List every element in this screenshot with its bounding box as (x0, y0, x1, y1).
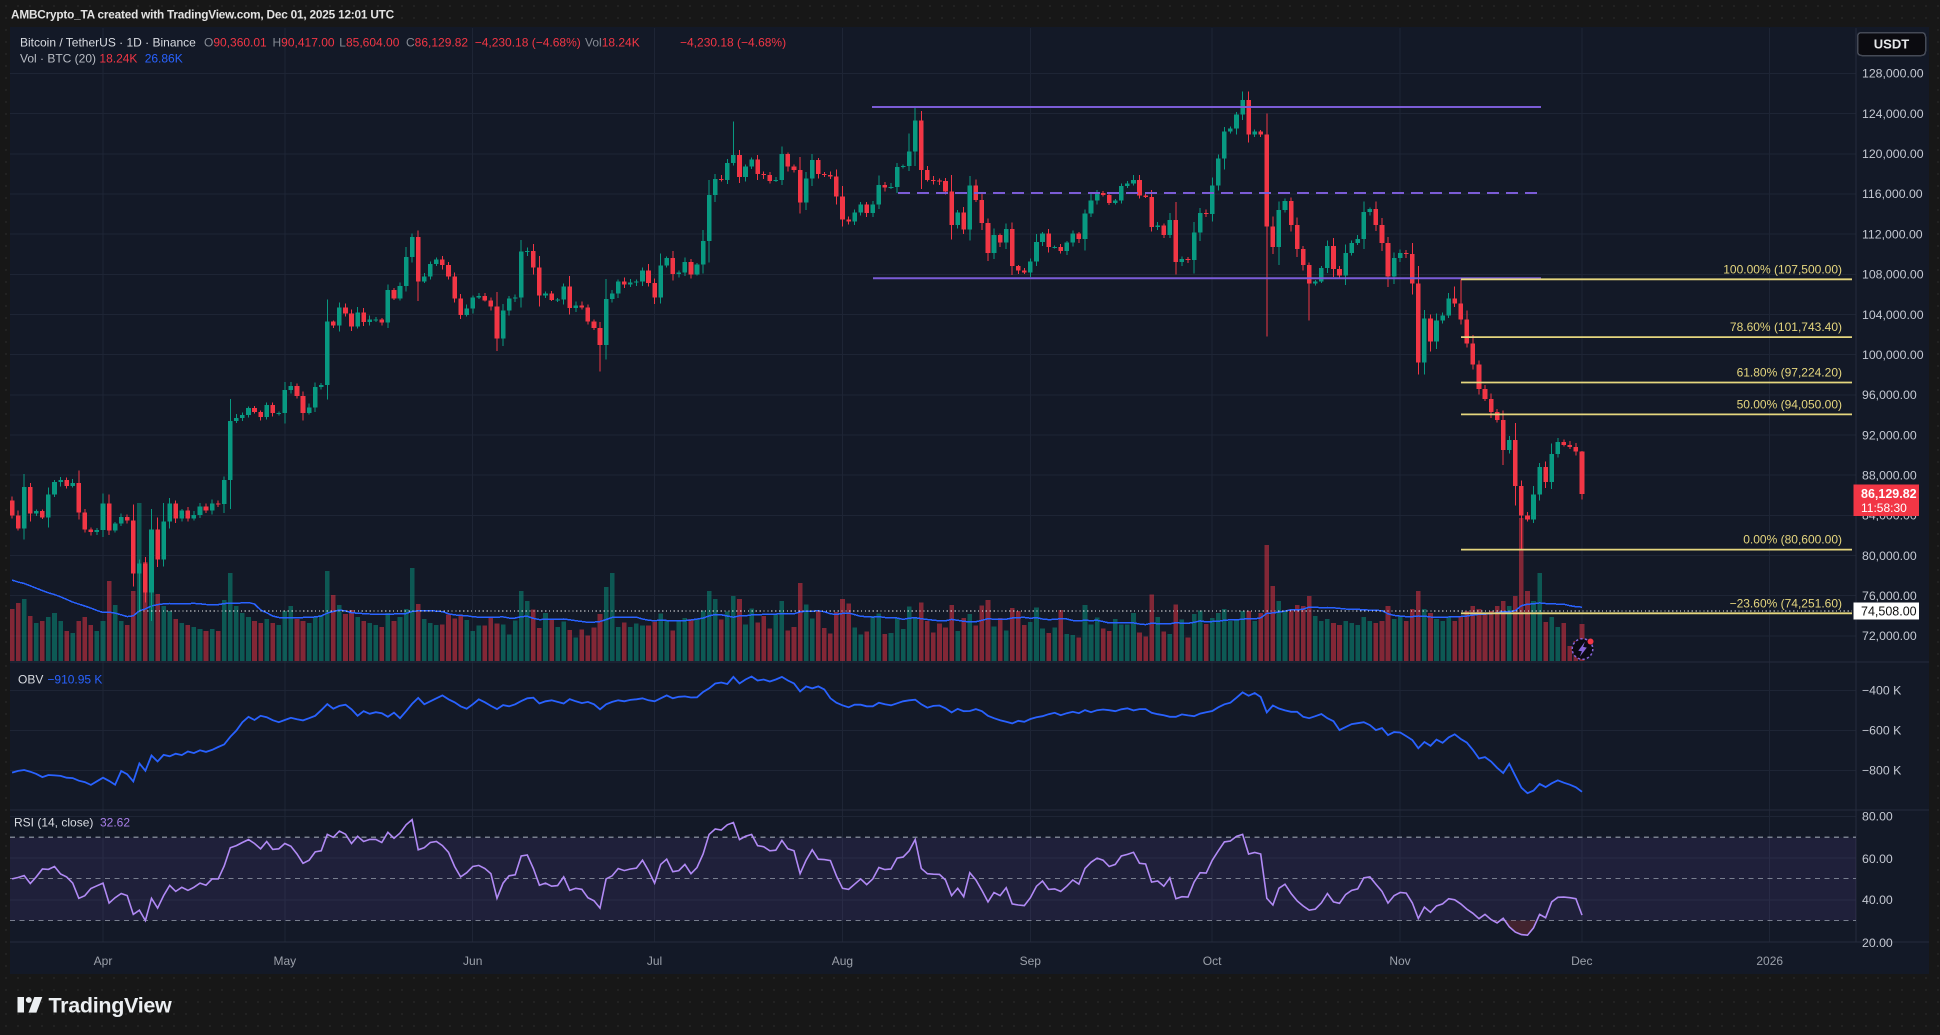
svg-text:Vol18.24K: Vol18.24K (585, 35, 640, 49)
svg-text:116,000.00: 116,000.00 (1862, 187, 1923, 201)
svg-text:−23.60% (74,251.60): −23.60% (74,251.60) (1730, 596, 1842, 610)
svg-text:120,000.00: 120,000.00 (1862, 147, 1924, 161)
svg-text:Dec: Dec (1571, 954, 1592, 968)
svg-text:Jul: Jul (647, 954, 662, 968)
svg-text:O90,360.01: O90,360.01 (204, 35, 267, 49)
svg-text:104,000.00: 104,000.00 (1862, 308, 1924, 322)
svg-text:88,000.00: 88,000.00 (1862, 469, 1917, 483)
svg-text:0.00% (80,600.00): 0.00% (80,600.00) (1743, 533, 1842, 547)
svg-text:−600 K: −600 K (1862, 724, 1902, 738)
svg-text:96,000.00: 96,000.00 (1862, 388, 1917, 402)
svg-text:50.00% (94,050.00): 50.00% (94,050.00) (1737, 397, 1842, 411)
svg-text:Sep: Sep (1020, 954, 1042, 968)
svg-text:L85,604.00: L85,604.00 (339, 35, 399, 49)
svg-text:−4,230.18 (−4.68%): −4,230.18 (−4.68%) (680, 35, 786, 49)
svg-text:USDT: USDT (1874, 37, 1909, 52)
svg-text:Vol · BTC (20): Vol · BTC (20) (20, 52, 96, 66)
svg-text:OBV: OBV (18, 672, 43, 686)
svg-text:Apr: Apr (94, 954, 113, 968)
svg-text:124,000.00: 124,000.00 (1862, 107, 1924, 121)
svg-text:−4,230.18 (−4.68%): −4,230.18 (−4.68%) (475, 35, 581, 49)
svg-text:92,000.00: 92,000.00 (1862, 428, 1917, 442)
svg-text:H90,417.00: H90,417.00 (273, 35, 335, 49)
svg-text:May: May (273, 954, 296, 968)
svg-text:RSI (14, close): RSI (14, close) (14, 816, 93, 830)
svg-text:72,000.00: 72,000.00 (1862, 629, 1917, 643)
svg-text:80,000.00: 80,000.00 (1862, 549, 1917, 563)
svg-text:C86,129.82: C86,129.82 (406, 35, 468, 49)
svg-text:40.00: 40.00 (1862, 893, 1893, 907)
svg-text:100.00% (107,500.00): 100.00% (107,500.00) (1723, 262, 1842, 276)
svg-text:128,000.00: 128,000.00 (1862, 67, 1924, 81)
svg-text:20.00: 20.00 (1862, 936, 1893, 950)
svg-text:100,000.00: 100,000.00 (1862, 348, 1924, 362)
svg-text:−910.95 K: −910.95 K (47, 672, 102, 686)
svg-text:−800 K: −800 K (1862, 764, 1902, 778)
svg-text:Aug: Aug (832, 954, 853, 968)
svg-text:−400 K: −400 K (1862, 684, 1902, 698)
svg-text:86,129.82: 86,129.82 (1861, 487, 1917, 501)
svg-text:60.00: 60.00 (1862, 852, 1893, 866)
svg-text:112,000.00: 112,000.00 (1862, 227, 1923, 241)
svg-text:74,508.00: 74,508.00 (1861, 605, 1917, 619)
svg-text:Jun: Jun (463, 954, 482, 968)
svg-text:11:58:30: 11:58:30 (1861, 501, 1907, 515)
svg-text:32.62: 32.62 (100, 816, 130, 830)
svg-text:78.60% (101,743.40): 78.60% (101,743.40) (1730, 320, 1842, 334)
svg-text:61.80% (97,224.20): 61.80% (97,224.20) (1737, 366, 1842, 380)
svg-text:80.00: 80.00 (1862, 810, 1893, 824)
svg-text:18.24K: 18.24K (99, 52, 137, 66)
svg-text:AMBCrypto_TA created with Trad: AMBCrypto_TA created with TradingView.co… (11, 8, 395, 22)
svg-text:Oct: Oct (1203, 954, 1222, 968)
svg-text:76,000.00: 76,000.00 (1862, 589, 1917, 603)
svg-text:108,000.00: 108,000.00 (1862, 268, 1924, 282)
svg-text:Nov: Nov (1389, 954, 1410, 968)
svg-text:Bitcoin / TetherUS · 1D · Bina: Bitcoin / TetherUS · 1D · Binance (20, 35, 196, 49)
svg-text:2026: 2026 (1756, 954, 1783, 968)
svg-text:TradingView: TradingView (49, 994, 173, 1018)
svg-text:26.86K: 26.86K (145, 52, 183, 66)
